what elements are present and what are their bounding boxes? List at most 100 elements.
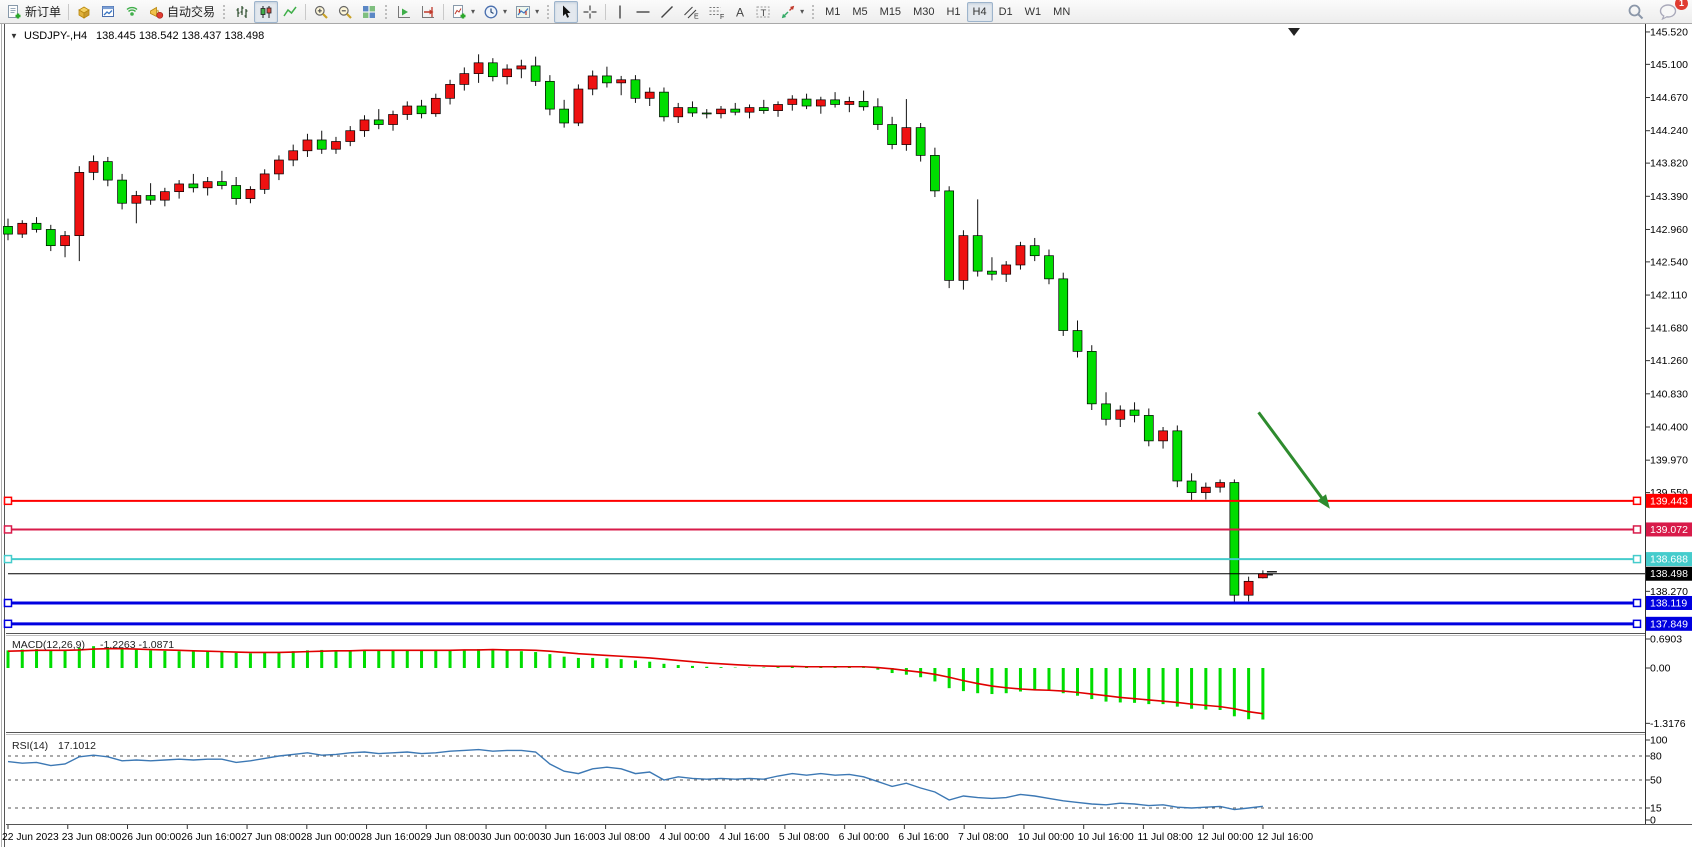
fibonacci-tool-button[interactable]: F [704, 1, 729, 23]
time-tick-label: 4 Jul 16:00 [719, 832, 770, 843]
time-tick-label: 6 Jul 16:00 [898, 832, 949, 843]
chart-shift-icon [422, 5, 435, 18]
arrows-tool-button[interactable]: ▾ [776, 1, 808, 23]
timeframe-button-H4[interactable]: H4 [966, 1, 993, 22]
candle-body-bull [844, 101, 855, 105]
line-handle[interactable] [3, 554, 13, 564]
chart-candles-icon [260, 5, 272, 18]
vertical-line-tool-button[interactable] [609, 1, 631, 23]
candle [487, 58, 498, 82]
candle [844, 96, 855, 113]
candle [716, 106, 726, 119]
price-tick-label: 138.270 [1650, 586, 1688, 598]
new-order-button[interactable]: 新订单 [2, 1, 65, 23]
horizontal-line-object[interactable] [3, 525, 1642, 534]
zoom-out-icon [338, 5, 352, 19]
timeframe-button-H1[interactable]: H1 [946, 5, 961, 18]
zoom-in-button[interactable] [309, 1, 333, 23]
chat-bubble-icon [1659, 4, 1677, 20]
timeframe-button-MN[interactable]: MN [1053, 5, 1071, 18]
candle-body-bear [559, 108, 569, 124]
candle-body-bear [801, 98, 812, 107]
trend-arrow[interactable] [1257, 411, 1327, 504]
line-handle[interactable] [1632, 619, 1642, 629]
line-handle[interactable] [1632, 554, 1642, 564]
templates-button[interactable]: ▾ [511, 1, 543, 23]
rsi-tick-label: 0 [1650, 815, 1656, 827]
rsi-pane-labels: RSI(14) 17.1012 [12, 740, 96, 752]
chart-bars-icon [236, 5, 248, 18]
crosshair-tool-button[interactable] [578, 1, 602, 23]
time-tick-label: 28 Jun 00:00 [301, 832, 361, 843]
timeframe-button-M5[interactable]: M5 [852, 5, 868, 18]
horizontal-line-object[interactable] [3, 598, 1642, 608]
line-handle[interactable] [3, 496, 13, 506]
cursor-tool-button[interactable] [554, 0, 579, 23]
candle [131, 190, 142, 224]
indicators-button[interactable]: ▾ [447, 1, 479, 23]
collapse-arrow-icon[interactable]: ▼ [10, 32, 18, 41]
candle [217, 170, 227, 190]
candle-body-bear [316, 139, 327, 150]
channel-tool-button[interactable]: E [679, 1, 704, 23]
signals-button[interactable] [120, 1, 144, 23]
search-button[interactable] [1623, 1, 1649, 23]
timeframe-button-D1[interactable]: D1 [998, 5, 1013, 18]
chart-title-bar: USDJPY-,H4 ▼ 138.445 138.542 138.437 138… [10, 30, 264, 42]
candle [102, 156, 113, 187]
candle [987, 257, 997, 281]
market-watch-button[interactable] [72, 1, 96, 23]
chart-bars-button[interactable] [230, 1, 254, 23]
tile-windows-button[interactable] [357, 1, 381, 23]
price-tick-label: 145.100 [1650, 59, 1688, 71]
dropdown-caret-icon: ▾ [535, 7, 540, 16]
label-tool-button[interactable]: T [751, 1, 776, 23]
new-chart-button[interactable] [96, 1, 120, 23]
chart-candles-button[interactable] [254, 0, 279, 23]
line-handle[interactable] [3, 525, 13, 534]
chart-line-button[interactable] [278, 1, 302, 23]
toolbar-right-group: 1 [1623, 0, 1688, 23]
dropdown-caret-icon: ▾ [503, 7, 508, 16]
autoscroll-button[interactable] [392, 1, 416, 23]
line-handle[interactable] [1632, 496, 1642, 506]
periods-button[interactable]: ▾ [479, 1, 511, 23]
candle [673, 102, 684, 123]
horizontal-line-object[interactable] [3, 496, 1642, 506]
chart-shift-button[interactable] [416, 1, 440, 23]
candle [1186, 473, 1197, 502]
trendline-tool-button[interactable] [655, 1, 679, 23]
community-chat-button[interactable]: 1 [1655, 0, 1688, 23]
timeframe-button-W1[interactable]: W1 [1024, 5, 1042, 18]
label-letter: T [761, 7, 767, 18]
zoom-out-button[interactable] [333, 1, 357, 23]
price-tick-label: 141.260 [1650, 355, 1688, 367]
candle [1015, 241, 1026, 270]
zoom-in-icon [314, 5, 328, 19]
line-handle[interactable] [3, 619, 13, 629]
horizontal-line-object[interactable] [3, 619, 1642, 629]
timeframe-button-M15[interactable]: M15 [879, 5, 902, 18]
timeframe-button-M30[interactable]: M30 [913, 5, 935, 18]
candle-body-bear [887, 124, 897, 145]
line-handle[interactable] [1632, 525, 1642, 534]
autotrade-button[interactable]: 自动交易 [144, 1, 219, 23]
horizontal-line-tool-button[interactable] [631, 1, 655, 23]
text-tool-button[interactable]: A [729, 1, 751, 23]
candle-body-bear [944, 190, 955, 281]
time-tick-label: 10 Jul 00:00 [1018, 832, 1074, 843]
candle-body-bear [188, 183, 199, 189]
candle-body-bull [288, 150, 299, 161]
timeframe-button-M1[interactable]: M1 [825, 5, 841, 18]
candle-body-bull [60, 235, 70, 247]
chart-canvas[interactable]: 145.520 145.100 144.670 144.240 143.820 143.3… [0, 24, 1692, 847]
candle [1115, 405, 1126, 427]
candle-body-bull [174, 183, 184, 193]
price-line-axis-label-bg [1646, 595, 1692, 610]
horizontal-line-object[interactable] [3, 554, 1642, 564]
line-handle[interactable] [1632, 598, 1642, 608]
chart-shift-marker[interactable] [1288, 28, 1300, 36]
rsi-line [7, 748, 1263, 811]
candle [915, 122, 926, 162]
line-handle[interactable] [3, 598, 13, 608]
